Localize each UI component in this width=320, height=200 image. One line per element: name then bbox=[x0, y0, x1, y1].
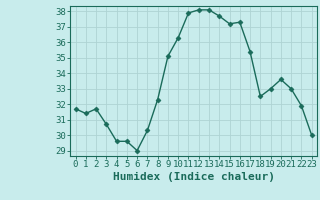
X-axis label: Humidex (Indice chaleur): Humidex (Indice chaleur) bbox=[113, 172, 275, 182]
